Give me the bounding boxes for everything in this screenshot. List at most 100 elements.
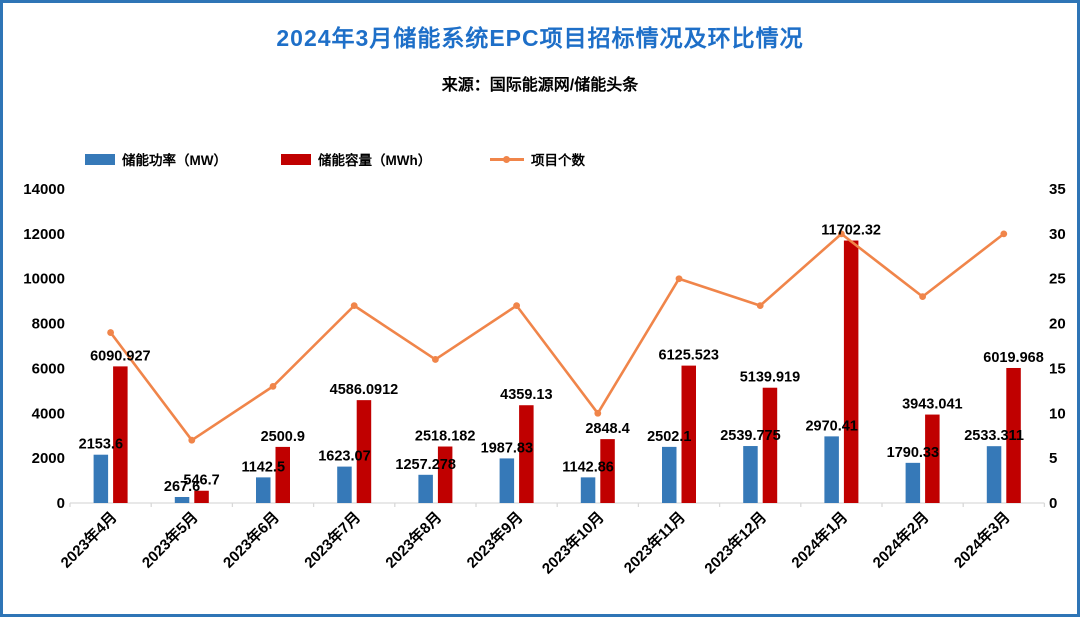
power-legend-label: 储能功率（MW） — [122, 153, 227, 168]
projects-line-point-2024年3月 — [1000, 230, 1008, 238]
projects-line-point-2023年4月 — [107, 329, 114, 336]
power-value-label-2023年9月: 1987.83 — [481, 440, 533, 456]
x-axis-label-2023年12月: 2023年12月 — [701, 508, 770, 577]
projects-line-point-2023年8月 — [432, 356, 439, 363]
power-bar-2023年9月 — [499, 458, 515, 503]
power-bar-2023年5月 — [174, 496, 190, 503]
capacity-value-label-2023年5月: 546.7 — [183, 473, 219, 489]
power-bar-2023年10月 — [580, 477, 596, 503]
left-axis-tick-label: 6000 — [32, 360, 65, 377]
legend-item-projects: 项目个数 — [490, 151, 585, 168]
x-axis-label-2024年1月: 2024年1月 — [788, 508, 851, 571]
x-axis-label-2023年8月: 2023年8月 — [382, 508, 445, 571]
right-axis-tick-label: 30 — [1049, 226, 1066, 243]
chart-title: 2024年3月储能系统EPC项目招标情况及环比情况 — [276, 25, 804, 51]
power-value-label-2023年11月: 2502.1 — [647, 429, 691, 445]
left-axis-tick-label: 8000 — [32, 316, 65, 333]
capacity-legend-swatch — [281, 153, 311, 165]
power-bar-2024年2月 — [905, 462, 921, 503]
capacity-value-label-2023年11月: 6125.523 — [659, 348, 719, 364]
power-value-label-2023年5月: 267.6 — [164, 479, 200, 495]
capacity-bar-2023年4月 — [113, 366, 128, 503]
capacity-bar-2023年11月 — [681, 365, 696, 503]
capacity-value-label-2024年3月: 6019.968 — [983, 350, 1043, 366]
capacity-bar-2024年3月 — [1006, 367, 1021, 503]
power-bar-2024年3月 — [986, 446, 1002, 503]
capacity-value-label-2023年12月: 5139.919 — [740, 370, 800, 386]
right-axis-tick-label: 0 — [1049, 495, 1057, 512]
x-axis-label-2024年2月: 2024年2月 — [869, 508, 932, 571]
x-axis-label-2023年6月: 2023年6月 — [219, 508, 282, 571]
left-axis-tick-label: 2000 — [32, 450, 65, 467]
power-bar-2023年11月 — [662, 446, 677, 503]
legend-item-capacity: 储能容量（MWh） — [281, 151, 432, 168]
projects-line-point-2023年11月 — [675, 275, 683, 283]
capacity-value-label-2023年4月: 6090.927 — [90, 348, 150, 364]
capacity-value-label-2023年8月: 2518.182 — [415, 429, 475, 445]
power-value-label-2023年6月: 1142.5 — [241, 459, 285, 475]
power-value-label-2023年4月: 2153.6 — [79, 437, 123, 453]
power-value-label-2024年3月: 2533.311 — [964, 428, 1024, 444]
left-axis-tick-label: 12000 — [23, 226, 65, 243]
power-bar-2023年6月 — [256, 477, 271, 503]
power-bar-2023年12月 — [743, 446, 758, 503]
power-legend-swatch — [85, 153, 115, 165]
x-axis-label-2023年9月: 2023年9月 — [463, 508, 526, 571]
projects-line-point-2023年12月 — [756, 302, 764, 310]
left-axis-tick-label: 4000 — [32, 405, 65, 422]
right-axis-tick-label: 15 — [1049, 360, 1066, 377]
left-axis-tick-label: 0 — [57, 495, 65, 512]
capacity-bar-2023年12月 — [762, 387, 778, 503]
capacity-bar-2023年6月 — [275, 446, 290, 503]
capacity-value-label-2024年1月: 11702.32 — [821, 223, 881, 239]
capacity-legend-label: 储能容量（MWh） — [318, 153, 432, 168]
projects-legend-label: 项目个数 — [531, 153, 585, 168]
power-value-label-2024年2月: 1790.33 — [887, 445, 939, 461]
projects-line-point-2023年6月 — [269, 382, 277, 390]
right-axis-tick-label: 20 — [1049, 316, 1066, 333]
right-axis-tick-label: 10 — [1049, 405, 1066, 422]
x-axis-label-2023年4月: 2023年4月 — [57, 508, 120, 571]
x-axis-label-2023年10月: 2023年10月 — [538, 508, 607, 577]
capacity-value-label-2024年2月: 3943.041 — [902, 397, 962, 413]
right-axis-tick-label: 25 — [1049, 271, 1066, 288]
capacity-bar-2023年5月 — [194, 490, 209, 503]
capacity-bar-2024年2月 — [925, 414, 940, 503]
capacity-bar-2023年8月 — [437, 446, 453, 503]
power-value-label-2023年8月: 1257.278 — [395, 457, 455, 473]
right-axis-tick-label: 35 — [1049, 181, 1066, 198]
capacity-value-label-2023年6月: 2500.9 — [261, 429, 305, 445]
left-axis-tick-label: 10000 — [23, 271, 65, 288]
capacity-value-label-2023年7月: 4586.0912 — [330, 382, 399, 398]
legend-item-power: 储能功率（MW） — [85, 151, 227, 168]
projects-line — [109, 232, 1005, 442]
projects-line-point-2023年9月 — [513, 302, 520, 310]
x-axis-label-2024年3月: 2024年3月 — [950, 508, 1013, 571]
projects-line-point-2023年10月 — [594, 409, 602, 417]
power-value-label-2023年10月: 1142.86 — [562, 459, 614, 475]
projects-line-point-2024年1月 — [838, 230, 845, 238]
capacity-bar-2023年9月 — [519, 405, 534, 503]
capacity-value-label-2023年10月: 2848.4 — [585, 421, 629, 437]
x-axis-label-2023年5月: 2023年5月 — [138, 508, 201, 571]
chart-source: 来源：国际能源网/储能头条 — [441, 77, 639, 94]
power-value-label-2023年7月: 1623.07 — [318, 449, 370, 465]
capacity-value-label-2023年9月: 4359.13 — [500, 387, 552, 403]
projects-legend-swatch — [490, 154, 524, 165]
power-bar-2024年1月 — [824, 436, 839, 503]
projects-line-point-2023年5月 — [188, 436, 196, 444]
right-axis-tick-label: 5 — [1049, 450, 1057, 467]
x-axis-label-2023年11月: 2023年11月 — [620, 508, 689, 577]
projects-line-point-2024年2月 — [919, 293, 926, 301]
x-axis-label-2023年7月: 2023年7月 — [301, 508, 364, 571]
capacity-bar-2024年1月 — [843, 240, 859, 503]
power-bar-2023年8月 — [418, 474, 433, 503]
power-bar-2023年7月 — [337, 466, 352, 503]
capacity-bar-2023年10月 — [600, 439, 615, 503]
left-axis-tick-label: 14000 — [23, 181, 65, 198]
power-bar-2023年4月 — [93, 454, 109, 503]
chart-canvas: 0 2000 4000 6000 8000 10000 12000 14000 0 5 10 15 20… — [23, 181, 1066, 577]
power-value-label-2024年1月: 2970.41 — [805, 418, 857, 434]
power-value-label-2023年12月: 2539.775 — [720, 428, 780, 444]
